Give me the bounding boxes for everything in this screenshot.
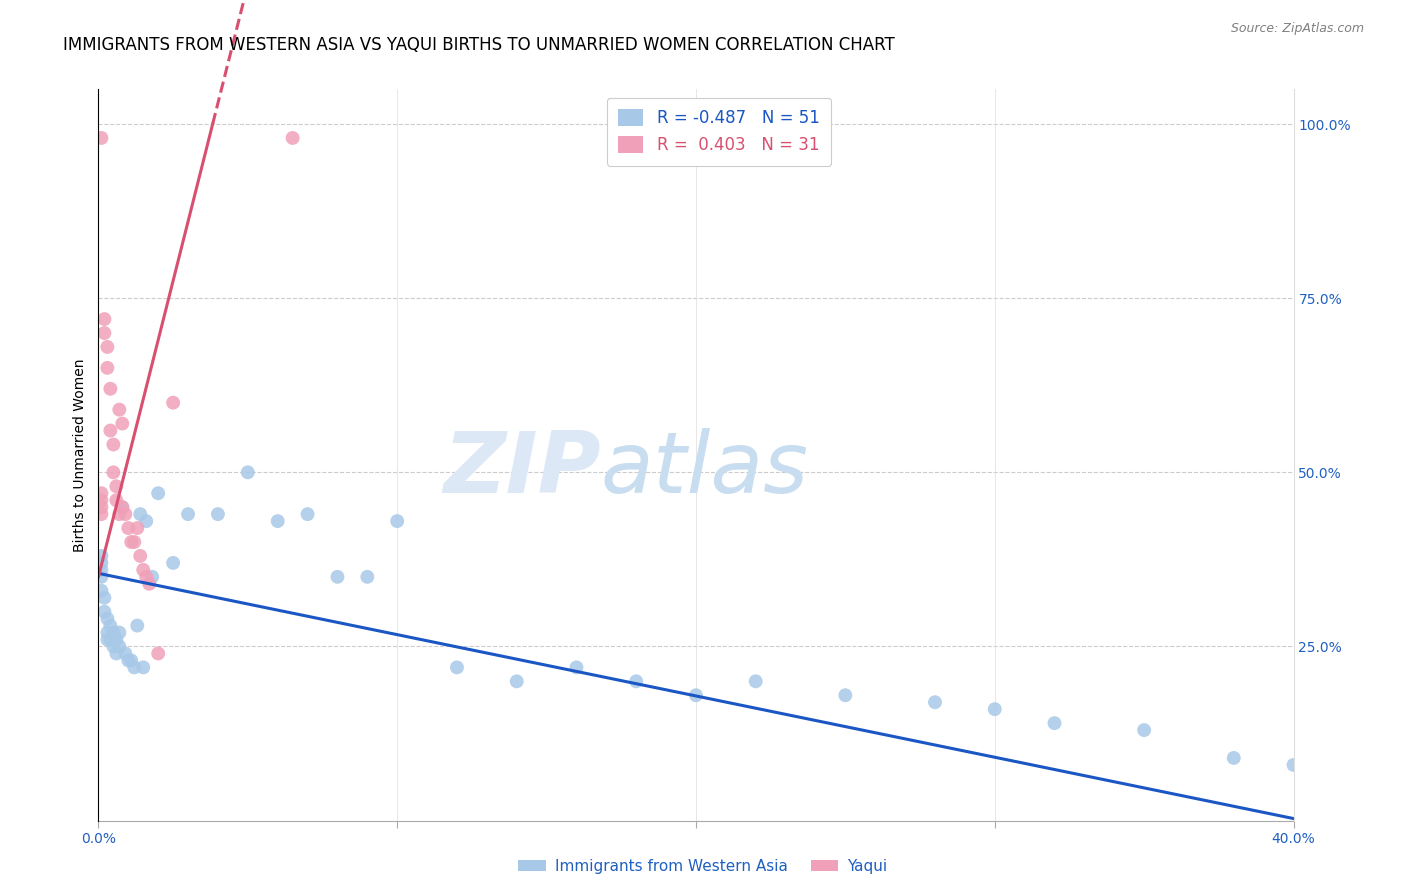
Point bbox=[129, 549, 152, 563]
Point bbox=[111, 500, 134, 515]
Point bbox=[108, 402, 131, 417]
Point bbox=[124, 660, 146, 674]
Point bbox=[745, 674, 768, 689]
Point bbox=[356, 570, 378, 584]
Point bbox=[93, 326, 115, 340]
Point bbox=[267, 514, 290, 528]
Point bbox=[1043, 716, 1066, 731]
Point bbox=[236, 466, 259, 480]
Point bbox=[90, 131, 112, 145]
Point bbox=[111, 500, 134, 515]
Point bbox=[90, 507, 112, 521]
Point bbox=[90, 556, 112, 570]
Point bbox=[1223, 751, 1246, 765]
Point bbox=[127, 521, 149, 535]
Point bbox=[148, 647, 170, 661]
Legend: Immigrants from Western Asia, Yaqui: Immigrants from Western Asia, Yaqui bbox=[512, 853, 894, 880]
Point bbox=[90, 583, 112, 598]
Point bbox=[132, 563, 155, 577]
Point bbox=[162, 556, 184, 570]
Point bbox=[297, 507, 319, 521]
Point bbox=[1282, 758, 1305, 772]
Point bbox=[129, 507, 152, 521]
Point bbox=[135, 570, 157, 584]
Point bbox=[98, 618, 122, 632]
Point bbox=[120, 535, 142, 549]
Point bbox=[120, 653, 142, 667]
Point bbox=[834, 688, 856, 702]
Point bbox=[108, 640, 131, 654]
Point bbox=[984, 702, 1007, 716]
Y-axis label: Births to Unmarried Women: Births to Unmarried Women bbox=[73, 359, 87, 551]
Point bbox=[105, 479, 128, 493]
Point bbox=[132, 660, 155, 674]
Point bbox=[90, 570, 112, 584]
Point bbox=[98, 632, 122, 647]
Point bbox=[162, 395, 184, 409]
Point bbox=[90, 500, 112, 515]
Point bbox=[1133, 723, 1156, 737]
Point bbox=[93, 605, 115, 619]
Point bbox=[565, 660, 588, 674]
Legend: R = -0.487   N = 51, R =  0.403   N = 31: R = -0.487 N = 51, R = 0.403 N = 31 bbox=[606, 97, 831, 166]
Point bbox=[148, 486, 170, 500]
Point bbox=[207, 507, 229, 521]
Point bbox=[103, 466, 125, 480]
Point bbox=[117, 653, 139, 667]
Point bbox=[114, 647, 136, 661]
Point bbox=[127, 618, 149, 632]
Point bbox=[98, 424, 122, 438]
Point bbox=[90, 563, 112, 577]
Point bbox=[281, 131, 304, 145]
Text: IMMIGRANTS FROM WESTERN ASIA VS YAQUI BIRTHS TO UNMARRIED WOMEN CORRELATION CHAR: IMMIGRANTS FROM WESTERN ASIA VS YAQUI BI… bbox=[63, 36, 896, 54]
Point bbox=[90, 493, 112, 508]
Point bbox=[96, 612, 118, 626]
Point bbox=[90, 486, 112, 500]
Point bbox=[105, 647, 128, 661]
Point bbox=[93, 312, 115, 326]
Point bbox=[114, 507, 136, 521]
Text: atlas: atlas bbox=[600, 428, 808, 511]
Point bbox=[108, 625, 131, 640]
Point bbox=[111, 417, 134, 431]
Point bbox=[177, 507, 200, 521]
Text: Source: ZipAtlas.com: Source: ZipAtlas.com bbox=[1230, 22, 1364, 36]
Text: ZIP: ZIP bbox=[443, 428, 600, 511]
Point bbox=[103, 640, 125, 654]
Point bbox=[96, 360, 118, 375]
Point bbox=[141, 570, 163, 584]
Point bbox=[105, 632, 128, 647]
Point bbox=[103, 625, 125, 640]
Point bbox=[924, 695, 946, 709]
Point bbox=[385, 514, 409, 528]
Point bbox=[96, 340, 118, 354]
Point bbox=[96, 625, 118, 640]
Point bbox=[626, 674, 648, 689]
Point bbox=[135, 514, 157, 528]
Point bbox=[446, 660, 468, 674]
Point bbox=[96, 632, 118, 647]
Point bbox=[103, 437, 125, 451]
Point bbox=[124, 535, 146, 549]
Point bbox=[93, 591, 115, 605]
Point bbox=[90, 549, 112, 563]
Point bbox=[108, 507, 131, 521]
Point bbox=[326, 570, 349, 584]
Point bbox=[138, 576, 160, 591]
Point bbox=[685, 688, 707, 702]
Point bbox=[105, 493, 128, 508]
Point bbox=[117, 521, 139, 535]
Point bbox=[98, 382, 122, 396]
Point bbox=[506, 674, 529, 689]
